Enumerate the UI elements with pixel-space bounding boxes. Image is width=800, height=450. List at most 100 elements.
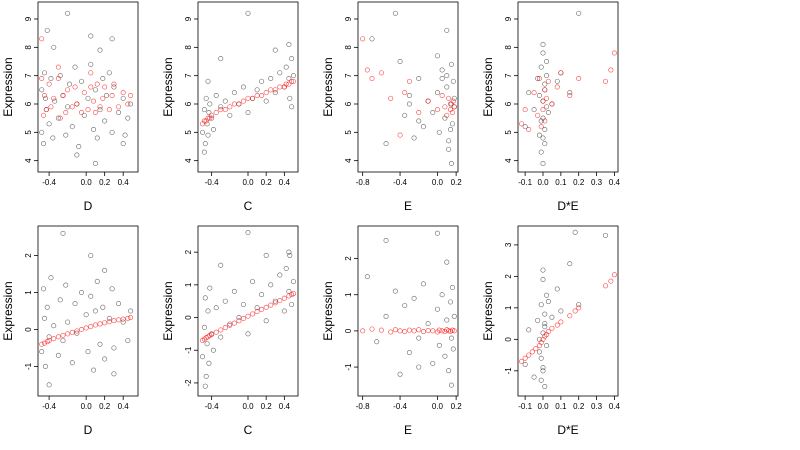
data-point [544, 73, 550, 79]
data-point [218, 262, 224, 268]
data-point [289, 301, 295, 307]
y-tick-label: 7 [344, 73, 353, 78]
fitted-point [63, 110, 69, 116]
data-point [50, 135, 56, 141]
data-point [205, 132, 211, 138]
data-point [436, 342, 442, 348]
data-point [535, 317, 541, 323]
data-point [554, 286, 560, 292]
scatter-panel-2: -0.4 0.0 0.2 0.4 4 5 6 7 8 9 C Expression [161, 1, 299, 213]
y-tick-label: 9 [344, 16, 353, 21]
points-group [360, 10, 457, 167]
data-point [72, 64, 78, 70]
fitted-point [236, 101, 242, 107]
data-point [567, 90, 573, 96]
fitted-point [554, 322, 560, 328]
x-axis-label: C [244, 199, 253, 213]
data-point [120, 141, 126, 147]
fitted-point [519, 121, 525, 127]
data-point [448, 335, 454, 341]
data-point [544, 58, 550, 64]
fitted-point [402, 329, 408, 335]
fitted-point [46, 81, 52, 87]
data-point [434, 230, 440, 236]
data-point [416, 364, 422, 370]
y-tick-label: 8 [184, 45, 193, 50]
y-tick-label: 5 [184, 130, 193, 135]
data-point [83, 312, 89, 318]
fitted-point [608, 278, 614, 284]
fitted-point [290, 291, 296, 297]
data-point [406, 93, 412, 99]
y-tick-label: 7 [184, 73, 193, 78]
data-point [416, 76, 422, 82]
data-point [202, 383, 208, 389]
data-point [444, 73, 450, 79]
fitted-point [97, 104, 103, 110]
data-point [449, 121, 455, 127]
x-axis-label: D [84, 423, 93, 437]
fitted-point [120, 316, 126, 322]
data-point [109, 129, 115, 135]
y-tick-label: 4 [184, 158, 193, 163]
fitted-point [378, 70, 384, 76]
data-point [210, 127, 216, 133]
y-tick-label: 7 [504, 73, 513, 78]
y-axis-label: Expression [481, 281, 495, 340]
data-point [88, 33, 94, 39]
data-point [448, 61, 454, 67]
data-point [540, 368, 546, 374]
fitted-point [74, 328, 80, 334]
data-point [402, 303, 408, 309]
x-tick-label: -0.8 [356, 178, 370, 187]
data-point [111, 84, 117, 90]
fitted-point [106, 107, 112, 113]
data-point [240, 301, 246, 307]
data-point [272, 90, 278, 96]
data-point [444, 84, 450, 90]
data-point [290, 73, 296, 79]
data-point [397, 58, 403, 64]
fitted-point [60, 93, 66, 99]
fitted-point [125, 315, 131, 321]
fitted-point [51, 95, 57, 101]
points-group [200, 10, 296, 155]
fitted-point [549, 101, 555, 107]
fitted-point [57, 115, 63, 121]
data-point [102, 267, 108, 273]
points-group [39, 230, 134, 388]
fitted-point [128, 315, 134, 321]
data-point [545, 110, 551, 116]
data-point [120, 95, 126, 101]
data-point [450, 346, 456, 352]
data-point [85, 349, 91, 355]
fitted-point [46, 338, 52, 344]
fitted-point [430, 328, 436, 334]
x-tick-label: 0.4 [279, 402, 291, 411]
fitted-point [100, 95, 106, 101]
data-point [74, 330, 80, 336]
data-point [201, 149, 207, 155]
plot-frame [37, 225, 139, 397]
fitted-point [411, 328, 417, 334]
fitted-point [286, 293, 292, 299]
data-point [535, 76, 541, 82]
data-point [254, 305, 260, 311]
fitted-point [538, 124, 544, 130]
fitted-point [41, 112, 47, 118]
data-point [383, 141, 389, 147]
data-point [88, 253, 94, 259]
plot-frame [357, 225, 459, 397]
fitted-point [416, 327, 422, 333]
data-point [207, 101, 213, 107]
fitted-point [111, 81, 117, 87]
points-group [360, 230, 457, 388]
x-tick-label: 0.2 [261, 402, 273, 411]
y-tick-label: 1 [184, 282, 193, 287]
fitted-point [364, 67, 370, 73]
data-point [106, 315, 112, 321]
data-point [439, 76, 445, 82]
data-point [442, 353, 448, 359]
fitted-point [522, 355, 528, 361]
data-point [536, 349, 542, 355]
